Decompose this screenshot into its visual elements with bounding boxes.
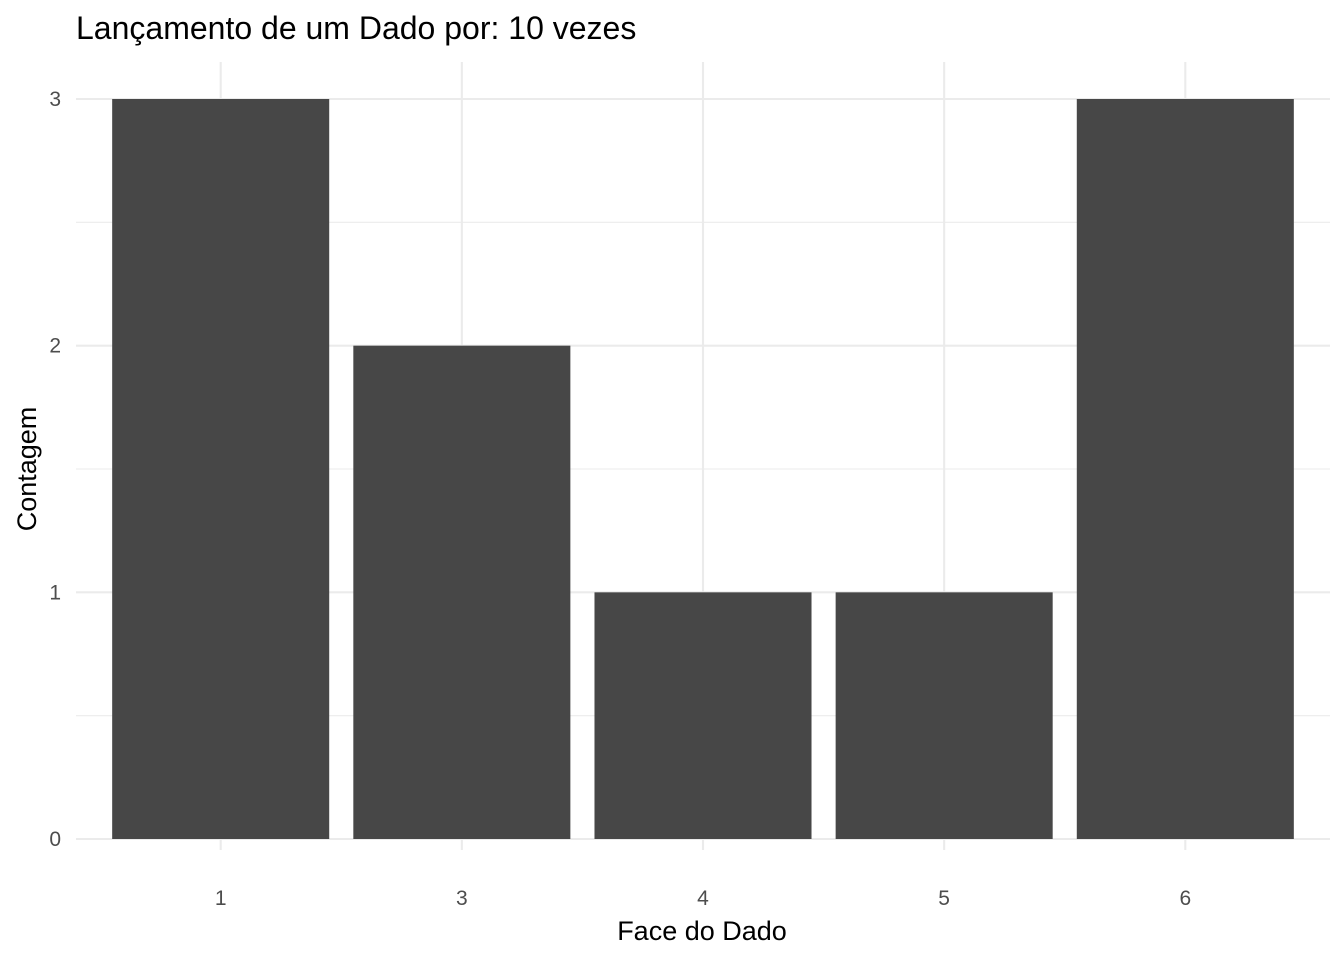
bar — [112, 99, 330, 839]
bars — [112, 99, 1294, 839]
x-tick-label: 1 — [215, 887, 227, 910]
x-axis-label: Face do Dado — [617, 916, 787, 946]
bar — [1076, 99, 1294, 839]
x-tick-label: 4 — [697, 887, 709, 910]
bar — [835, 592, 1053, 839]
y-tick-label: 3 — [49, 88, 61, 111]
y-tick-label: 1 — [49, 581, 61, 604]
bar — [594, 592, 812, 839]
y-tick-label: 2 — [49, 335, 61, 358]
x-tick-label: 6 — [1179, 887, 1191, 910]
chart-title: Lançamento de um Dado por: 10 vezes — [76, 10, 636, 46]
y-tick-label: 0 — [49, 828, 61, 851]
x-tick-label: 5 — [938, 887, 950, 910]
x-tick-label: 3 — [456, 887, 468, 910]
x-tick-labels: 1 3 4 5 6 — [215, 887, 1191, 910]
bar — [353, 345, 571, 839]
y-axis-label: Contagem — [12, 407, 42, 532]
y-tick-labels: 0 1 2 3 — [49, 88, 61, 851]
